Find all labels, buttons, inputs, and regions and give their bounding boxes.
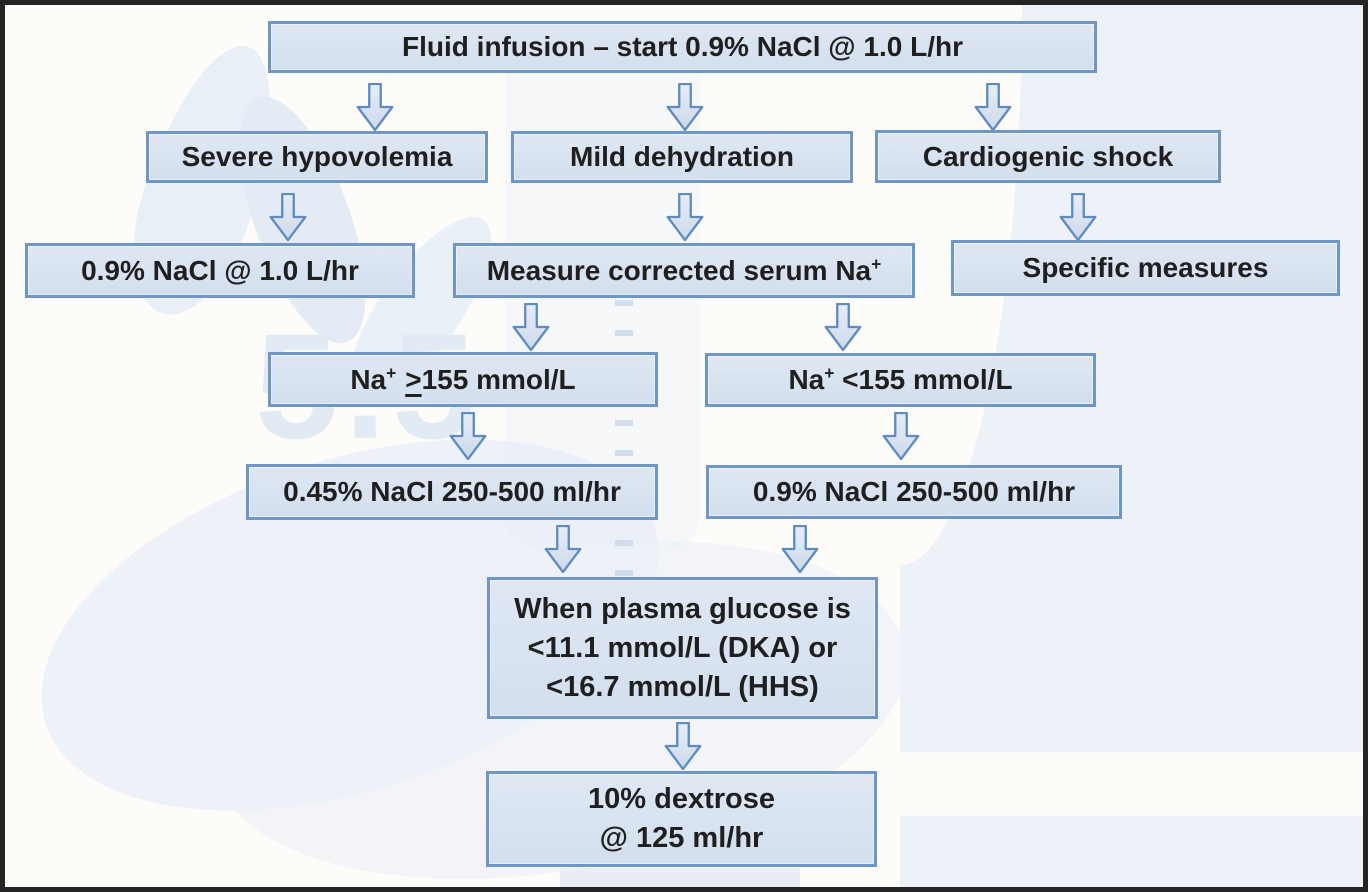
down-arrow-icon bbox=[665, 193, 705, 241]
down-arrow-icon bbox=[355, 83, 395, 131]
box-fluid-infusion: Fluid infusion – start 0.9% NaCl @ 1.0 L… bbox=[268, 21, 1097, 73]
down-arrow-icon bbox=[511, 303, 551, 351]
box-specific-measures: Specific measures bbox=[951, 240, 1340, 296]
box-label: Na+ >155 mmol/L bbox=[350, 364, 575, 396]
superscript-plus: + bbox=[386, 362, 397, 383]
box-measure-corrected-na: Measure corrected serum Na+ bbox=[453, 243, 915, 298]
box-label: Cardiogenic shock bbox=[922, 140, 1174, 172]
down-arrow-icon bbox=[543, 525, 583, 573]
down-arrow-icon bbox=[881, 412, 921, 460]
down-arrow-icon bbox=[448, 412, 488, 460]
geq-operator: > bbox=[405, 363, 422, 395]
box-dextrose: 10% dextrose @ 125 ml/hr bbox=[486, 771, 877, 867]
box-severe-hypovolemia: Severe hypovolemia bbox=[146, 131, 488, 183]
box-label-text: <155 mmol/L bbox=[834, 364, 1013, 395]
background-white-band bbox=[900, 752, 1363, 816]
box-label: Severe hypovolemia bbox=[181, 141, 453, 172]
down-arrow-icon bbox=[268, 193, 308, 241]
down-arrow-icon bbox=[665, 83, 705, 131]
down-arrow-icon bbox=[973, 83, 1013, 131]
box-nacl-09-250: 0.9% NaCl 250-500 ml/hr bbox=[706, 465, 1122, 519]
box-mild-dehydration: Mild dehydration bbox=[511, 131, 853, 183]
down-arrow-icon bbox=[1058, 193, 1098, 241]
superscript-plus: + bbox=[824, 363, 835, 383]
box-line: 10% dextrose bbox=[588, 783, 775, 815]
box-line: <16.7 mmol/L (HHS) bbox=[546, 670, 819, 703]
box-label: Fluid infusion – start 0.9% NaCl @ 1.0 L… bbox=[402, 31, 963, 62]
box-na-geq-155: Na+ >155 mmol/L bbox=[268, 352, 658, 407]
box-na-lt-155: Na+ <155 mmol/L bbox=[705, 353, 1096, 407]
down-arrow-icon bbox=[780, 525, 820, 573]
box-label-text: Na bbox=[350, 363, 387, 395]
down-arrow-icon bbox=[663, 722, 703, 770]
box-label: Specific measures bbox=[1022, 252, 1269, 283]
box-label-text: Measure corrected serum Na bbox=[486, 254, 872, 286]
box-nacl-045: 0.45% NaCl 250-500 ml/hr bbox=[246, 464, 658, 520]
box-line: <11.1 mmol/L (DKA) or bbox=[527, 631, 838, 664]
box-label-text: 155 mmol/L bbox=[421, 363, 576, 395]
background-bottom-strip bbox=[560, 868, 800, 887]
box-label: 0.9% NaCl 250-500 ml/hr bbox=[752, 476, 1076, 507]
box-label: 0.9% NaCl @ 1.0 L/hr bbox=[81, 254, 359, 286]
box-label: Mild dehydration bbox=[570, 141, 794, 172]
box-label: 0.45% NaCl 250-500 ml/hr bbox=[283, 476, 621, 507]
box-label-text: Na bbox=[788, 364, 825, 395]
box-label: Na+ <155 mmol/L bbox=[788, 364, 1012, 396]
box-cardiogenic-shock: Cardiogenic shock bbox=[875, 130, 1221, 183]
box-glucose-threshold: When plasma glucose is <11.1 mmol/L (DKA… bbox=[487, 577, 878, 719]
box-line: When plasma glucose is bbox=[514, 592, 851, 625]
box-label: Measure corrected serum Na+ bbox=[487, 255, 882, 287]
superscript-plus: + bbox=[871, 253, 882, 274]
box-line: @ 125 ml/hr bbox=[599, 822, 764, 854]
box-nacl-09-1lhr: 0.9% NaCl @ 1.0 L/hr bbox=[25, 243, 415, 298]
watermark-syringe-scale-icon bbox=[615, 300, 633, 576]
down-arrow-icon bbox=[823, 303, 863, 351]
